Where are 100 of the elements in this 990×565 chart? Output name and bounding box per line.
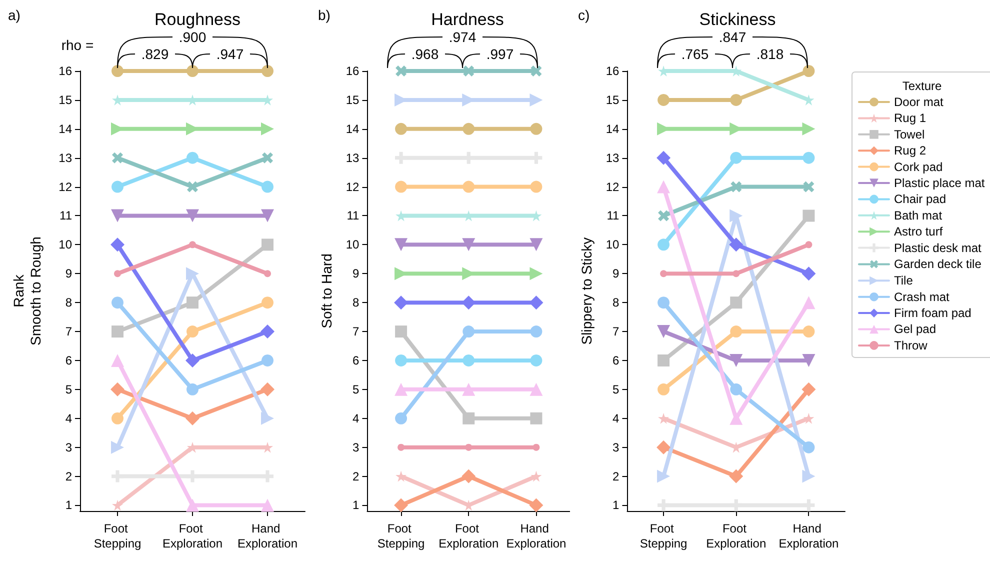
point bbox=[802, 296, 816, 310]
point bbox=[465, 444, 472, 451]
y-tick-label: 1 bbox=[352, 498, 360, 512]
y-tick-label: 16 bbox=[606, 64, 620, 78]
point bbox=[463, 65, 474, 77]
point bbox=[264, 270, 271, 278]
point bbox=[802, 354, 816, 367]
text: .968 bbox=[411, 46, 439, 62]
point bbox=[660, 270, 668, 278]
text: a) bbox=[8, 7, 20, 23]
legend-label: Door mat bbox=[894, 95, 944, 109]
point bbox=[111, 354, 124, 367]
legend-label: Gel pad bbox=[894, 322, 936, 336]
legend-label: Firm foam pad bbox=[894, 306, 972, 320]
point bbox=[656, 440, 671, 454]
point bbox=[530, 180, 542, 193]
point bbox=[462, 122, 475, 135]
y-tick-label: 3 bbox=[352, 440, 360, 454]
point bbox=[530, 65, 542, 77]
point bbox=[462, 382, 476, 396]
point bbox=[186, 209, 199, 222]
point bbox=[462, 296, 476, 310]
text: .829 bbox=[141, 46, 169, 62]
point bbox=[462, 180, 475, 193]
point bbox=[395, 354, 408, 366]
point bbox=[530, 122, 542, 135]
y-tick-label: 7 bbox=[65, 324, 72, 339]
point bbox=[261, 209, 274, 222]
point bbox=[462, 469, 476, 484]
y-axis-title: Soft to Hard bbox=[318, 254, 334, 328]
y-tick-label: 6 bbox=[612, 353, 620, 368]
y-tick-label: 5 bbox=[612, 382, 620, 396]
point bbox=[802, 326, 815, 338]
y-tick-label: 2 bbox=[65, 469, 72, 484]
point bbox=[186, 383, 198, 396]
legend-title: Texture bbox=[902, 79, 942, 93]
y-tick-label: 8 bbox=[65, 296, 72, 310]
point bbox=[261, 498, 274, 512]
point bbox=[657, 180, 670, 194]
x-tick-label: Foot Exploration bbox=[706, 522, 766, 550]
point bbox=[656, 150, 671, 165]
point bbox=[732, 270, 740, 278]
point bbox=[262, 152, 274, 164]
point bbox=[186, 65, 198, 77]
point bbox=[657, 470, 670, 483]
point bbox=[462, 326, 475, 338]
point bbox=[112, 65, 124, 77]
chart-title: Roughness bbox=[154, 10, 241, 29]
y-tick-label: 15 bbox=[346, 92, 360, 107]
y-tick-label: 12 bbox=[606, 180, 620, 194]
y-tick-label: 15 bbox=[606, 92, 620, 107]
point bbox=[394, 382, 408, 396]
point bbox=[802, 441, 815, 454]
point bbox=[730, 94, 742, 106]
point bbox=[111, 440, 124, 454]
y-tick-label: 13 bbox=[606, 150, 620, 165]
point bbox=[802, 210, 815, 222]
point bbox=[110, 238, 124, 252]
point bbox=[530, 93, 543, 106]
legend-label: Crash mat bbox=[894, 290, 950, 304]
legend-label: Throw bbox=[894, 338, 928, 352]
point bbox=[394, 238, 408, 252]
point bbox=[395, 326, 408, 338]
point bbox=[111, 209, 124, 222]
legend-label: Cork pad bbox=[894, 160, 943, 174]
y-tick-label: 12 bbox=[58, 180, 72, 194]
point bbox=[262, 180, 274, 193]
text: c) bbox=[578, 7, 590, 23]
text: .818 bbox=[756, 46, 784, 62]
y-tick-label: 10 bbox=[58, 238, 72, 252]
point bbox=[186, 181, 198, 192]
point bbox=[261, 412, 274, 425]
point bbox=[110, 382, 124, 396]
y-tick-label: 4 bbox=[612, 411, 620, 426]
point bbox=[658, 412, 670, 424]
y-tick-label: 5 bbox=[65, 382, 72, 396]
point bbox=[262, 65, 274, 77]
point bbox=[189, 241, 196, 248]
y-tick-label: 16 bbox=[58, 64, 72, 78]
point bbox=[262, 238, 274, 251]
point bbox=[462, 354, 475, 366]
point bbox=[530, 412, 542, 424]
chart-title: Hardness bbox=[431, 10, 504, 29]
x-tick-label: Foot Stepping bbox=[94, 522, 142, 550]
text: b) bbox=[318, 7, 330, 23]
point bbox=[396, 65, 407, 77]
chart-title: Stickiness bbox=[699, 10, 776, 29]
x-tick-label: Hand Exploration bbox=[778, 522, 839, 550]
x-tick-label: Foot Stepping bbox=[377, 522, 425, 550]
point bbox=[658, 296, 670, 309]
point bbox=[186, 411, 200, 426]
y-tick-label: 7 bbox=[612, 324, 620, 339]
y-tick-label: 7 bbox=[352, 324, 360, 339]
point bbox=[262, 354, 274, 366]
point bbox=[395, 180, 408, 193]
point bbox=[730, 326, 742, 338]
y-tick-label: 3 bbox=[612, 440, 620, 454]
x-tick-label: Foot Exploration bbox=[162, 522, 223, 550]
y-axis-title: Rank Smooth to Rough bbox=[10, 236, 44, 346]
point bbox=[658, 94, 670, 106]
